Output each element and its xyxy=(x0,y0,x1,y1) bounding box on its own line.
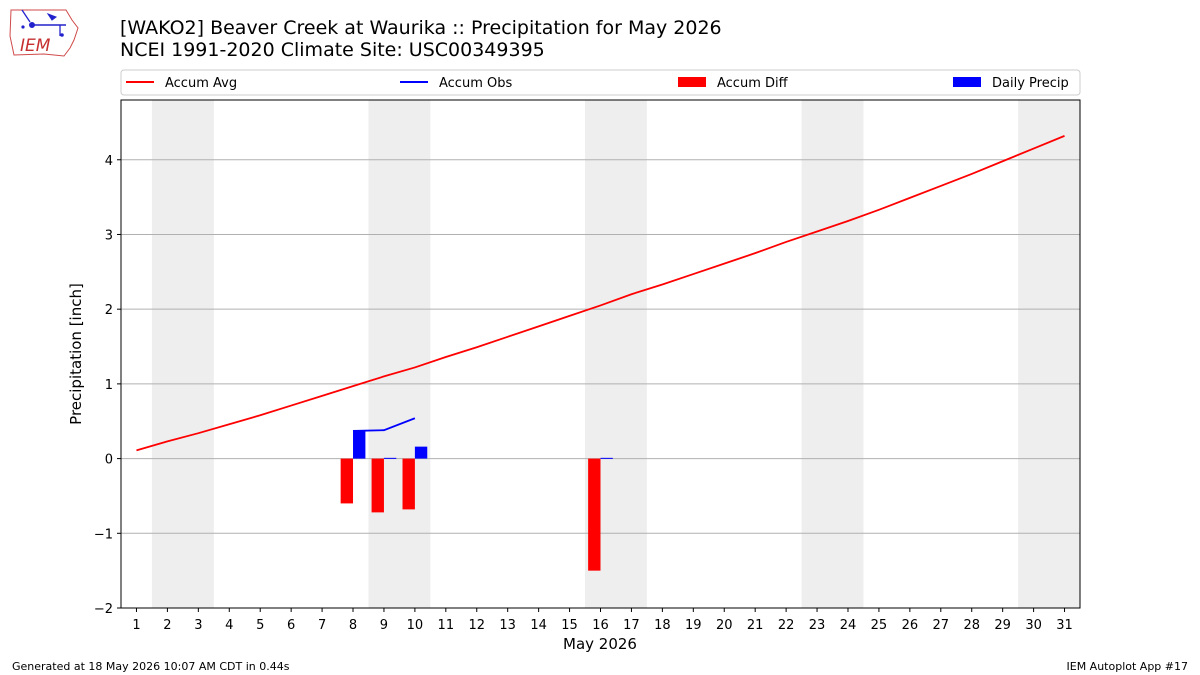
x-tick-label: 4 xyxy=(225,618,233,633)
x-tick-label: 31 xyxy=(1056,618,1073,633)
y-axis-label: Precipitation [inch] xyxy=(67,283,85,425)
lines xyxy=(136,135,1065,452)
accum-diff-bar xyxy=(340,458,354,504)
title-line-2: NCEI 1991-2020 Climate Site: USC00349395 xyxy=(120,39,545,61)
iowa-state-outline xyxy=(9,9,79,57)
y-tick-label: 3 xyxy=(105,228,113,243)
x-tick-label: 10 xyxy=(407,618,424,633)
x-tick-label: 12 xyxy=(468,618,485,633)
legend-label: Accum Obs xyxy=(439,76,512,91)
weekend-band xyxy=(801,100,864,608)
legend-swatch xyxy=(678,77,706,87)
title-line-1: [WAKO2] Beaver Creek at Waurika :: Preci… xyxy=(120,17,722,39)
y-tick-label: 1 xyxy=(105,378,113,393)
x-tick-label: 27 xyxy=(933,618,950,633)
weekend-band xyxy=(1018,100,1080,608)
weekend-band xyxy=(151,100,214,608)
legend-label: Accum Avg xyxy=(165,76,237,91)
x-tick-label: 6 xyxy=(287,618,295,633)
weather-station-icon xyxy=(21,9,66,37)
y-tick-label: 4 xyxy=(105,154,113,169)
x-axis-label: May 2026 xyxy=(563,635,637,653)
x-tick-label: 5 xyxy=(256,618,264,633)
chart-title: [WAKO2] Beaver Creek at Waurika :: Preci… xyxy=(120,17,722,61)
x-tick-label: 3 xyxy=(194,618,202,633)
accum-diff-bar xyxy=(371,458,384,513)
weekend-bands xyxy=(151,100,1080,608)
accum-obs-line xyxy=(352,417,416,432)
legend-label: Accum Diff xyxy=(717,76,789,91)
x-tick-label: 29 xyxy=(994,618,1011,633)
x-tick-label: 14 xyxy=(530,618,547,633)
x-tick-label: 8 xyxy=(349,618,357,633)
x-tick-label: 9 xyxy=(380,618,388,633)
legend-frame xyxy=(120,69,1081,96)
x-tick-label: 25 xyxy=(871,618,888,633)
accum-avg-line xyxy=(136,135,1065,452)
x-tick-label: 24 xyxy=(840,618,857,633)
accum-diff-bar xyxy=(588,458,601,571)
daily-precip-bar xyxy=(353,430,366,459)
x-tick-label: 20 xyxy=(716,618,733,633)
legend: Accum Avg Accum Obs Accum Diff Daily Precip xyxy=(120,69,1081,96)
y-axis-ticks: −2 −1 0 1 2 3 4 xyxy=(94,154,121,617)
x-tick-label: 7 xyxy=(318,618,326,633)
y-tick-label: −1 xyxy=(94,527,113,542)
logo-text: IEM xyxy=(20,36,51,56)
x-tick-label: 23 xyxy=(809,618,826,633)
x-axis-ticks: 1 2 3 4 5 6 7 8 9 10 11 12 13 14 15 16 17 18 19 20 21 22 23 24 2… xyxy=(132,608,1073,633)
x-tick-label: 26 xyxy=(902,618,919,633)
legend-swatch xyxy=(953,77,981,87)
x-tick-label: 21 xyxy=(747,618,764,633)
x-tick-label: 1 xyxy=(132,618,140,633)
iem-logo: IEM xyxy=(9,9,79,57)
x-tick-label: 30 xyxy=(1025,618,1042,633)
x-tick-label: 22 xyxy=(778,618,795,633)
y-tick-label: 0 xyxy=(105,453,113,468)
bars xyxy=(340,430,613,571)
daily-precip-bar xyxy=(414,446,428,459)
daily-precip-bar xyxy=(383,457,397,459)
x-tick-label: 13 xyxy=(499,618,516,633)
x-tick-label: 19 xyxy=(685,618,702,633)
x-tick-label: 28 xyxy=(963,618,980,633)
footer-generated: Generated at 18 May 2026 10:07 AM CDT in… xyxy=(12,660,290,673)
daily-precip-bar xyxy=(600,457,613,459)
footer-app: IEM Autoplot App #17 xyxy=(1066,660,1189,673)
legend-label: Daily Precip xyxy=(992,76,1069,91)
accum-diff-bar xyxy=(402,458,415,510)
x-tick-label: 15 xyxy=(561,618,578,633)
x-tick-label: 16 xyxy=(592,618,609,633)
x-tick-label: 2 xyxy=(163,618,171,633)
x-tick-label: 17 xyxy=(623,618,640,633)
y-tick-label: 2 xyxy=(105,303,113,318)
weekend-band xyxy=(368,100,431,608)
y-tick-label: −2 xyxy=(94,602,113,617)
x-tick-label: 18 xyxy=(654,618,671,633)
x-tick-label: 11 xyxy=(438,618,455,633)
